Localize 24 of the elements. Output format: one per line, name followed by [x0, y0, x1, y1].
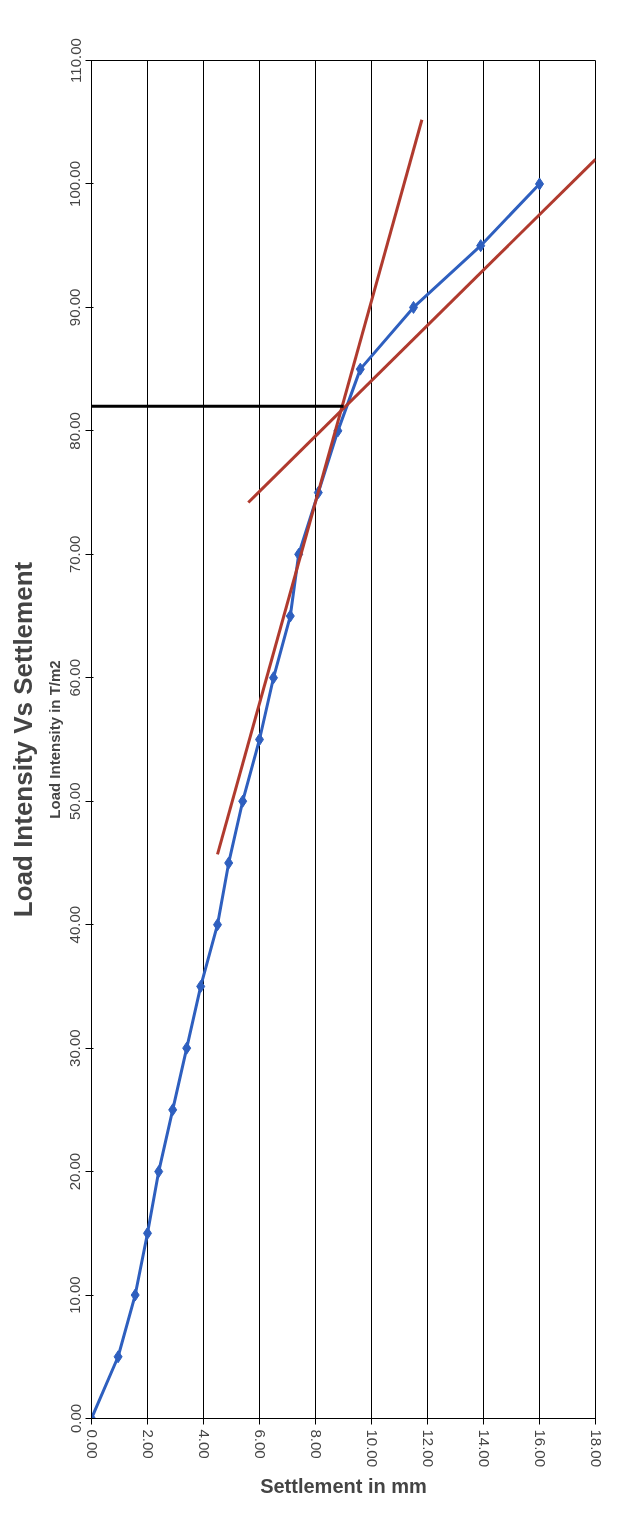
y-tick-label: 10.00	[66, 1276, 84, 1314]
y-tick-label: 100.00	[66, 161, 84, 207]
x-tick-label: 10.00	[363, 1429, 381, 1468]
text: Load Intensity Vs Settlement	[7, 561, 38, 918]
x-tick-label: 4.00	[195, 1429, 213, 1459]
x-tick-label: 8.00	[307, 1429, 325, 1459]
y-tick-label: 30.00	[66, 1029, 84, 1067]
x-tick-label: 16.00	[531, 1429, 549, 1468]
x-tick-label: 18.00	[587, 1429, 605, 1468]
x-tick-label: 2.00	[139, 1429, 157, 1459]
y-tick-label: 80.00	[66, 412, 84, 450]
y-tick-label: 90.00	[66, 288, 84, 327]
y-tick-label: 70.00	[66, 535, 84, 574]
x-tick-label: 12.00	[419, 1429, 437, 1468]
y-tick-label: 40.00	[66, 905, 84, 944]
x-tick-label: 14.00	[475, 1429, 493, 1468]
y-tick-label: 0.00	[66, 1403, 84, 1434]
y-tick-label: 50.00	[66, 782, 84, 820]
y-axis-title: Load Intensity in T/m2	[45, 660, 63, 819]
y-tick-label: 20.00	[66, 1152, 84, 1191]
y-tick-label: 60.00	[66, 658, 84, 697]
x-tick-label: 6.00	[251, 1429, 269, 1459]
x-axis-title: Settlement in mm	[260, 1475, 427, 1498]
y-tick-label: 110.00	[66, 38, 84, 83]
